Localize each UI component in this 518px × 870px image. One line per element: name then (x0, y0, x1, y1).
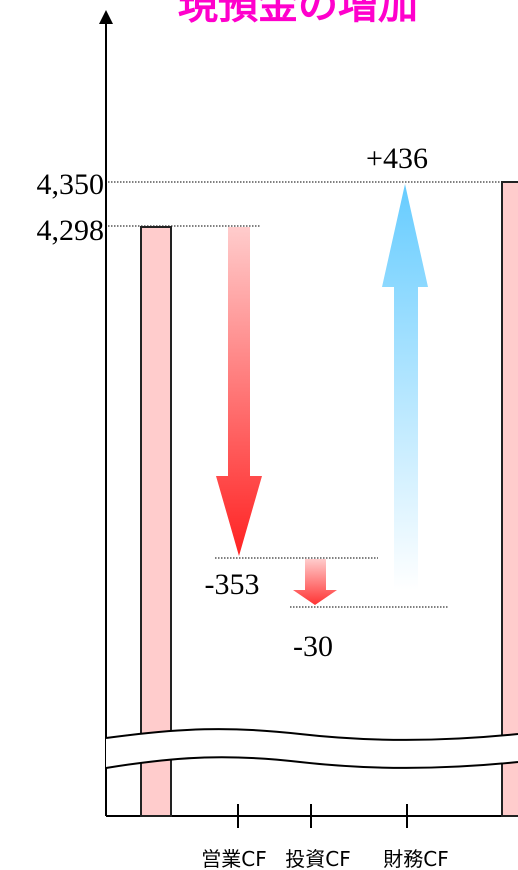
category-label-financing: 財務CF (383, 847, 448, 870)
arrow-investing-cf (293, 559, 337, 605)
chart-title: 現預金の増加 (178, 0, 418, 28)
label-financing-cf: +436 (366, 142, 428, 175)
label-operating-cf: -353 (205, 568, 260, 601)
axis-break-band (106, 729, 518, 768)
label-investing-cf: -30 (293, 630, 333, 663)
y-axis-arrowhead (99, 10, 113, 24)
bar-end-balance (501, 181, 518, 817)
category-label-investing: 投資CF (285, 847, 350, 870)
axis-break-line-top (105, 728, 518, 741)
y-tick-label-4298: 4,298 (37, 214, 105, 247)
arrow-financing-cf (382, 184, 428, 590)
y-tick-label-4350: 4,350 (37, 168, 105, 201)
axis-break-line-bottom (105, 756, 518, 769)
category-label-operating: 営業CF (201, 847, 266, 870)
arrow-operating-cf (216, 227, 262, 556)
bar-start-balance (140, 226, 172, 817)
